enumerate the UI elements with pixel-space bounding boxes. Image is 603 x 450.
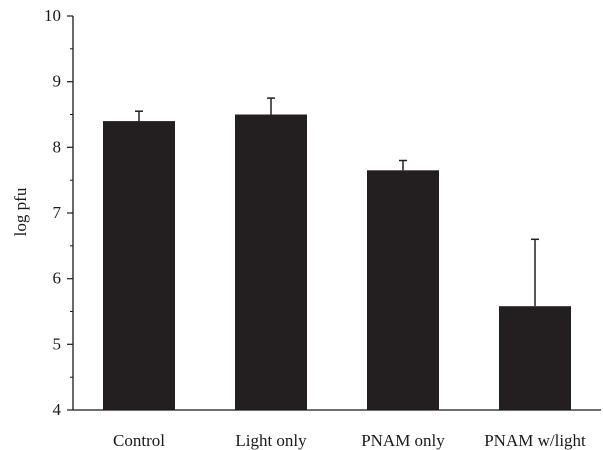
y-tick-label-4: 4 xyxy=(53,400,62,419)
x-tick-label-3: PNAM w/light xyxy=(484,431,586,450)
x-tick-label-0: Control xyxy=(113,431,165,450)
error-bars-group xyxy=(135,97,539,307)
x-tick-label-2: PNAM only xyxy=(361,431,445,450)
labels-group: Control Light only PNAM only PNAM w/light 4 5… xyxy=(44,6,586,450)
axes-group xyxy=(67,15,601,411)
y-axis-title: log pfu xyxy=(11,187,30,236)
bar-0 xyxy=(103,121,175,410)
bar-2 xyxy=(367,170,439,410)
bar-1 xyxy=(235,114,307,410)
bars-group xyxy=(103,114,571,410)
y-tick-label-6: 6 xyxy=(53,269,62,288)
y-tick-label-9: 9 xyxy=(53,72,62,91)
y-tick-label-8: 8 xyxy=(53,137,62,156)
x-tick-label-1: Light only xyxy=(235,431,307,450)
y-tick-label-7: 7 xyxy=(53,203,62,222)
bar-3 xyxy=(499,306,571,410)
y-tick-label-10: 10 xyxy=(44,6,61,25)
y-tick-label-5: 5 xyxy=(53,334,62,353)
